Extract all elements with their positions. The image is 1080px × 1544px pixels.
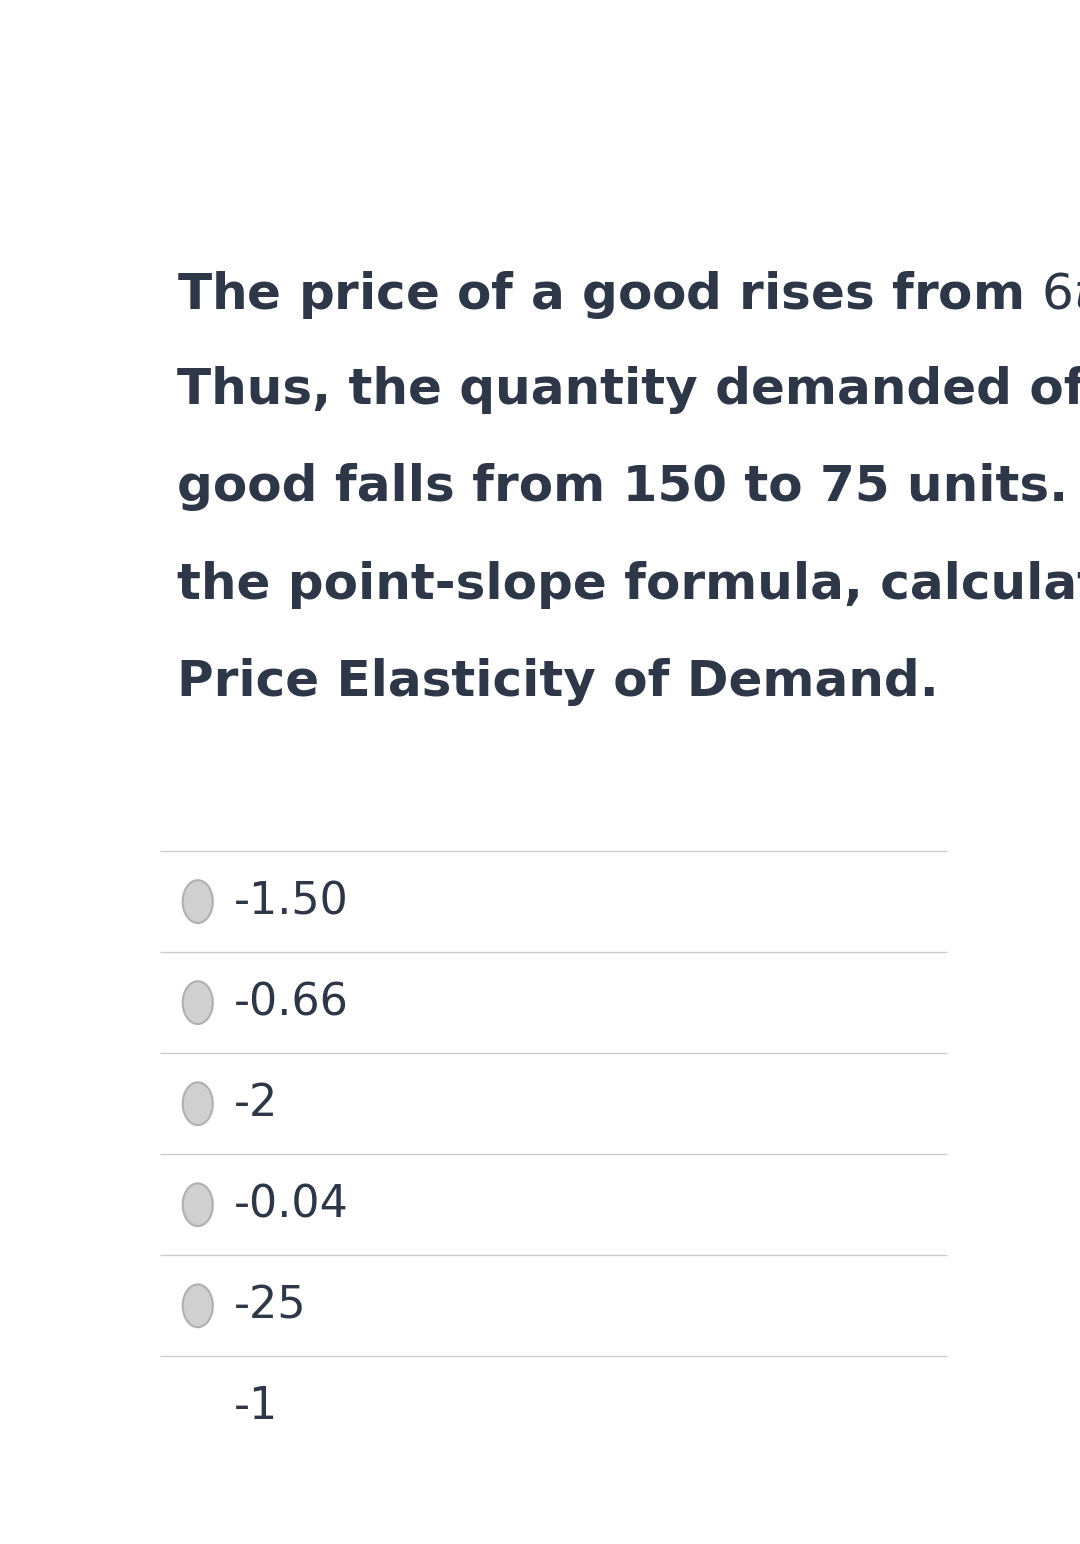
Text: -0.66: -0.66: [233, 980, 349, 1024]
Circle shape: [183, 982, 213, 1024]
Text: Thus, the quantity demanded of that: Thus, the quantity demanded of that: [177, 366, 1080, 414]
Text: -0.04: -0.04: [233, 1183, 349, 1226]
Text: The price of a good rises from $6 to $8.: The price of a good rises from $6 to $8.: [177, 269, 1080, 321]
Text: -25: -25: [233, 1285, 307, 1328]
Text: -1.50: -1.50: [233, 880, 349, 923]
Circle shape: [183, 1183, 213, 1226]
Circle shape: [183, 1082, 213, 1126]
Circle shape: [183, 1285, 213, 1328]
Text: the point-slope formula, calculate the: the point-slope formula, calculate the: [177, 560, 1080, 608]
Text: Price Elasticity of Demand.: Price Elasticity of Demand.: [177, 658, 939, 707]
Circle shape: [183, 1385, 213, 1428]
Text: -2: -2: [233, 1082, 279, 1126]
Circle shape: [183, 880, 213, 923]
Text: good falls from 150 to 75 units.  Using: good falls from 150 to 75 units. Using: [177, 463, 1080, 511]
Text: -1: -1: [233, 1385, 278, 1428]
